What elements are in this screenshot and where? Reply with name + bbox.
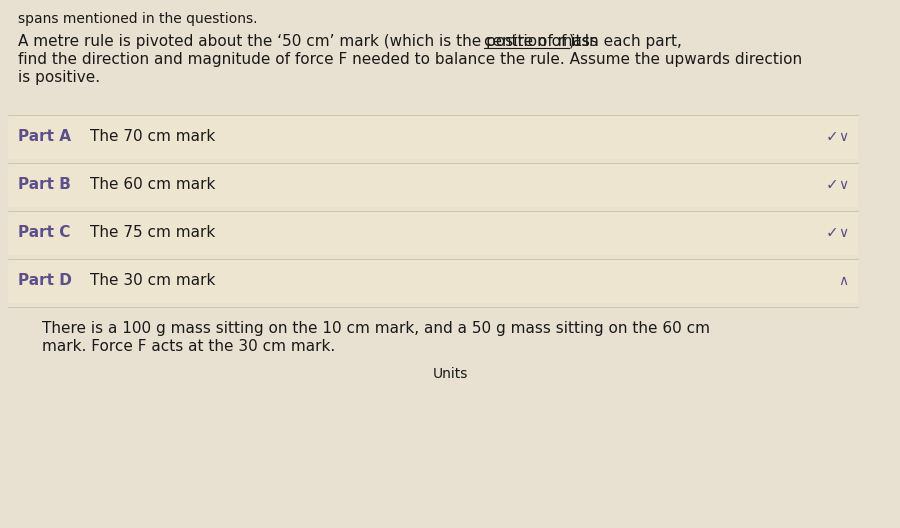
Text: ✓: ✓ <box>826 129 839 145</box>
Text: Part C: Part C <box>18 225 70 240</box>
Text: centre of mass: centre of mass <box>484 34 598 49</box>
Bar <box>8 163 858 207</box>
Text: find the direction and magnitude of force F needed to balance the rule. Assume t: find the direction and magnitude of forc… <box>18 52 802 67</box>
Text: ∧: ∧ <box>838 274 848 288</box>
Text: ✓: ✓ <box>826 177 839 193</box>
Bar <box>8 259 858 303</box>
Text: ∨: ∨ <box>838 130 848 144</box>
Bar <box>8 211 858 255</box>
Text: spans mentioned in the questions.: spans mentioned in the questions. <box>18 12 257 26</box>
Text: The 60 cm mark: The 60 cm mark <box>90 177 215 192</box>
Text: A metre rule is pivoted about the ‘50 cm’ mark (which is the position of its: A metre rule is pivoted about the ‘50 cm… <box>18 34 594 49</box>
Text: The 30 cm mark: The 30 cm mark <box>90 273 215 288</box>
Text: mark. Force F acts at the 30 cm mark.: mark. Force F acts at the 30 cm mark. <box>42 339 335 354</box>
Text: ∨: ∨ <box>838 226 848 240</box>
Text: The 70 cm mark: The 70 cm mark <box>90 129 215 144</box>
Text: is positive.: is positive. <box>18 70 100 85</box>
Text: Part A: Part A <box>18 129 71 144</box>
Bar <box>8 115 858 159</box>
Text: Part D: Part D <box>18 273 72 288</box>
Text: Units: Units <box>432 367 468 381</box>
Text: ✓: ✓ <box>826 225 839 240</box>
Text: There is a 100 g mass sitting on the 10 cm mark, and a 50 g mass sitting on the : There is a 100 g mass sitting on the 10 … <box>42 321 710 336</box>
Text: ∨: ∨ <box>838 178 848 192</box>
Text: Part B: Part B <box>18 177 71 192</box>
Text: ). In each part,: ). In each part, <box>569 34 681 49</box>
Text: The 75 cm mark: The 75 cm mark <box>90 225 215 240</box>
